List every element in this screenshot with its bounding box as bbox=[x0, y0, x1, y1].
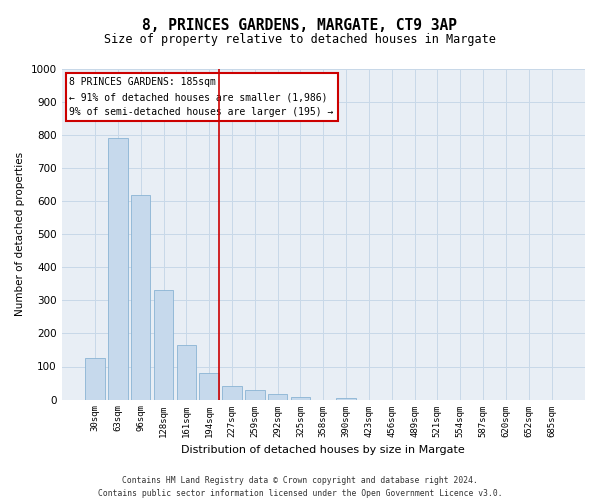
Bar bbox=[337, 398, 356, 400]
Text: 8, PRINCES GARDENS, MARGATE, CT9 3AP: 8, PRINCES GARDENS, MARGATE, CT9 3AP bbox=[143, 18, 458, 32]
Bar bbox=[176, 345, 196, 400]
Bar bbox=[291, 397, 310, 400]
Bar bbox=[131, 194, 151, 400]
X-axis label: Distribution of detached houses by size in Margate: Distribution of detached houses by size … bbox=[181, 445, 465, 455]
Text: Size of property relative to detached houses in Margate: Size of property relative to detached ho… bbox=[104, 32, 496, 46]
Bar bbox=[245, 390, 265, 400]
Bar bbox=[154, 290, 173, 400]
Bar bbox=[199, 373, 219, 400]
Bar bbox=[268, 394, 287, 400]
Bar bbox=[108, 138, 128, 400]
Bar bbox=[85, 358, 105, 400]
Text: Contains HM Land Registry data © Crown copyright and database right 2024.
Contai: Contains HM Land Registry data © Crown c… bbox=[98, 476, 502, 498]
Y-axis label: Number of detached properties: Number of detached properties bbox=[15, 152, 25, 316]
Text: 8 PRINCES GARDENS: 185sqm
← 91% of detached houses are smaller (1,986)
9% of sem: 8 PRINCES GARDENS: 185sqm ← 91% of detac… bbox=[70, 78, 334, 117]
Bar bbox=[222, 386, 242, 400]
